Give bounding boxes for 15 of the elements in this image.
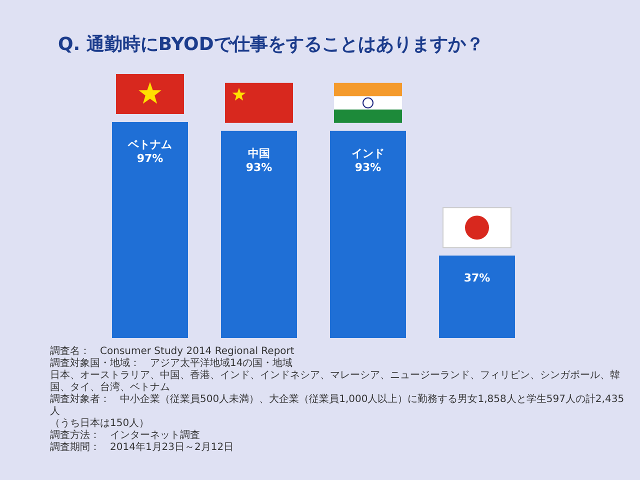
data-label: 97% xyxy=(136,152,164,165)
data-label: 93% xyxy=(246,160,272,174)
text: 調査対象国・地域： アジア太平洋地域14の国・地域 xyxy=(50,358,294,370)
text: （うち日本は150人） xyxy=(50,418,150,430)
x-tick-label: 中国 xyxy=(248,146,270,160)
text: 調査方法： インターネット調査 xyxy=(50,430,201,442)
text: 調査名： Consumer Study 2014 Regional Report xyxy=(50,346,296,358)
data-label: 37% xyxy=(464,272,490,285)
text: 調査対象者： 中小企業（従業員500人未満）、大企業（従業員1,000人以上）に勤務する男女1,858人と学生597人の計2,435人 xyxy=(50,394,625,418)
text: 調査期間： 2014年1月23日～2月12日 xyxy=(50,442,235,454)
chart-title: Q. 通勤時にBYODで仕事をすることはありますか？ xyxy=(58,34,484,55)
data-label: 93% xyxy=(354,160,382,174)
x-tick-label: インド xyxy=(352,146,384,160)
x-tick-label: ベトナム xyxy=(127,138,172,151)
text: 日本、オーストラリア、中国、香港、インド、インドネシア、マレーシア、ニュージーランド、フィリピン、シンガポール、韓国、タイ、台湾、ベトナム xyxy=(50,370,621,394)
